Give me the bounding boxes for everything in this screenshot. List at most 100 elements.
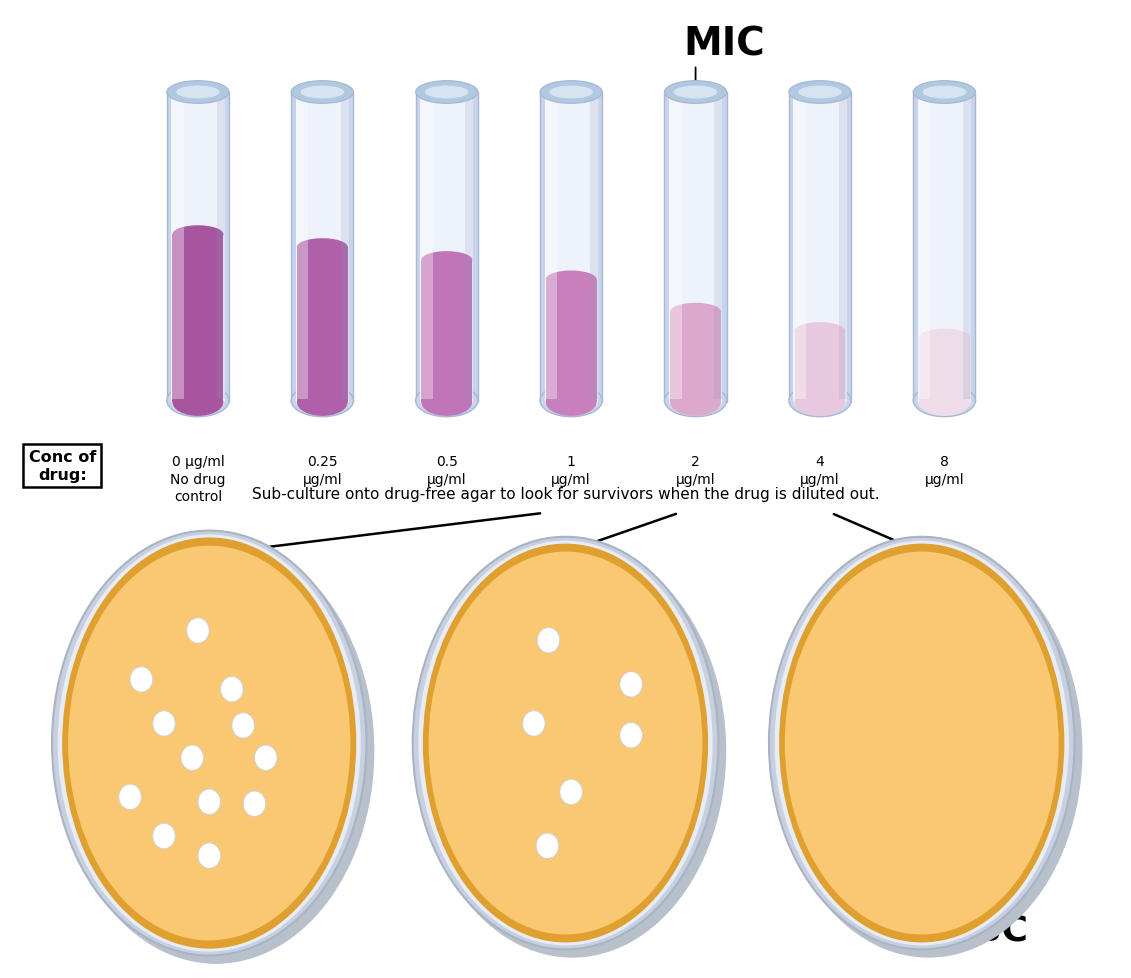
Polygon shape — [664, 93, 726, 403]
Ellipse shape — [295, 386, 348, 416]
Ellipse shape — [291, 385, 353, 418]
Ellipse shape — [670, 303, 722, 321]
Polygon shape — [296, 247, 347, 403]
Ellipse shape — [620, 672, 642, 697]
Ellipse shape — [115, 612, 303, 874]
Ellipse shape — [541, 385, 602, 418]
Polygon shape — [545, 280, 597, 403]
Ellipse shape — [198, 843, 221, 868]
Polygon shape — [962, 97, 970, 400]
Ellipse shape — [527, 690, 604, 796]
Text: 1
μg/ml: 1 μg/ml — [551, 455, 592, 486]
Ellipse shape — [775, 545, 1082, 957]
Ellipse shape — [789, 81, 851, 105]
Ellipse shape — [914, 733, 930, 754]
Ellipse shape — [670, 389, 722, 417]
Polygon shape — [589, 97, 597, 400]
Polygon shape — [918, 338, 969, 403]
Text: Conc of
drug:: Conc of drug: — [28, 450, 96, 482]
Ellipse shape — [420, 386, 473, 416]
Ellipse shape — [201, 733, 217, 754]
Ellipse shape — [794, 389, 845, 417]
Ellipse shape — [923, 86, 966, 100]
Text: 4
μg/ml: 4 μg/ml — [800, 455, 840, 486]
Ellipse shape — [520, 680, 611, 807]
Ellipse shape — [907, 722, 936, 765]
Ellipse shape — [76, 557, 343, 929]
Ellipse shape — [914, 81, 975, 105]
Ellipse shape — [800, 573, 1044, 913]
Ellipse shape — [899, 711, 944, 776]
Ellipse shape — [162, 678, 257, 809]
Ellipse shape — [154, 667, 265, 820]
Ellipse shape — [176, 86, 219, 100]
Ellipse shape — [58, 535, 361, 952]
Ellipse shape — [535, 701, 596, 785]
Polygon shape — [670, 312, 722, 403]
Ellipse shape — [545, 389, 597, 417]
Polygon shape — [416, 93, 477, 403]
Polygon shape — [914, 93, 975, 403]
Ellipse shape — [918, 386, 970, 416]
Ellipse shape — [808, 584, 1036, 903]
Ellipse shape — [423, 544, 708, 943]
Ellipse shape — [883, 690, 960, 796]
Polygon shape — [794, 332, 845, 403]
Ellipse shape — [769, 537, 1074, 950]
Polygon shape — [167, 93, 228, 403]
Text: MBC: MBC — [939, 912, 1029, 947]
Ellipse shape — [823, 605, 1020, 881]
Text: 0.25
μg/ml: 0.25 μg/ml — [302, 455, 343, 486]
Ellipse shape — [815, 595, 1028, 892]
Ellipse shape — [877, 680, 967, 807]
Ellipse shape — [221, 677, 243, 702]
Ellipse shape — [891, 701, 952, 785]
Ellipse shape — [490, 637, 641, 850]
Ellipse shape — [418, 541, 713, 946]
Ellipse shape — [543, 711, 588, 776]
Ellipse shape — [793, 562, 1051, 924]
Ellipse shape — [497, 647, 634, 839]
Polygon shape — [172, 97, 184, 400]
Ellipse shape — [123, 623, 295, 864]
Ellipse shape — [560, 779, 582, 805]
Polygon shape — [918, 95, 970, 403]
Polygon shape — [420, 97, 433, 400]
Ellipse shape — [541, 81, 602, 105]
Polygon shape — [794, 97, 806, 400]
Ellipse shape — [172, 226, 223, 244]
Ellipse shape — [793, 386, 846, 416]
Ellipse shape — [301, 86, 344, 100]
Ellipse shape — [545, 271, 597, 289]
Ellipse shape — [451, 584, 680, 903]
Ellipse shape — [779, 544, 1064, 943]
Ellipse shape — [512, 669, 619, 818]
Ellipse shape — [551, 722, 580, 765]
Polygon shape — [918, 97, 931, 400]
Ellipse shape — [853, 647, 991, 839]
Ellipse shape — [421, 252, 473, 270]
Ellipse shape — [421, 389, 473, 417]
Ellipse shape — [830, 616, 1013, 870]
Ellipse shape — [178, 699, 241, 787]
Ellipse shape — [550, 86, 593, 100]
Ellipse shape — [558, 733, 573, 754]
Polygon shape — [545, 97, 558, 400]
Ellipse shape — [869, 669, 975, 818]
Ellipse shape — [167, 81, 228, 105]
Text: 0 μg/ml
No drug
control: 0 μg/ml No drug control — [170, 455, 226, 504]
Ellipse shape — [918, 330, 969, 347]
Ellipse shape — [789, 385, 851, 418]
Polygon shape — [295, 95, 348, 403]
Ellipse shape — [62, 538, 356, 949]
Ellipse shape — [914, 385, 975, 418]
Ellipse shape — [418, 545, 726, 957]
Ellipse shape — [443, 573, 688, 913]
Ellipse shape — [243, 791, 266, 817]
Ellipse shape — [523, 711, 545, 736]
Polygon shape — [217, 97, 224, 400]
Text: 2
μg/ml: 2 μg/ml — [675, 455, 716, 486]
Ellipse shape — [668, 386, 722, 416]
Ellipse shape — [92, 579, 327, 908]
Ellipse shape — [416, 385, 477, 418]
